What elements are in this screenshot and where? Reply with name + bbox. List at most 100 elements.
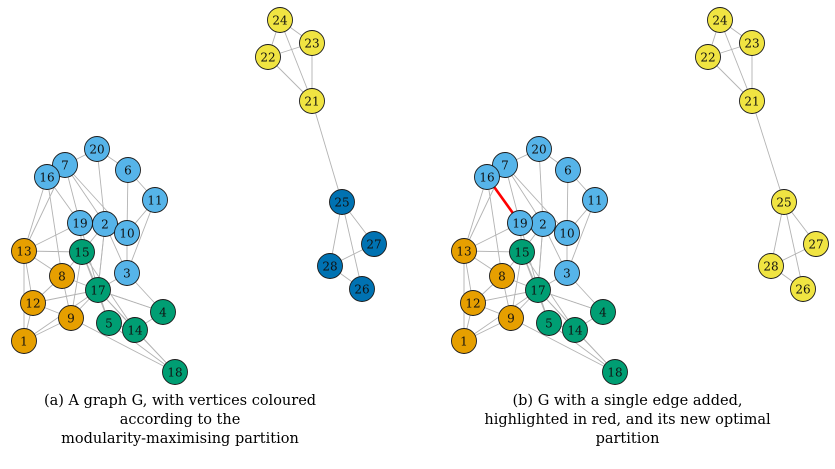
vertex-16-circle — [474, 164, 500, 190]
vertex-27-circle — [361, 231, 387, 257]
vertex-11-circle — [142, 187, 168, 213]
vertex-10-label: 10 — [119, 226, 134, 240]
vertex-20-circle — [526, 136, 552, 162]
vertex-5-label: 5 — [545, 316, 553, 330]
nodes-b: 1234567891011121314151617181920212223242… — [451, 7, 829, 385]
vertex-26: 26 — [790, 276, 816, 302]
vertex-6-label: 6 — [124, 163, 132, 177]
vertex-6-label: 6 — [564, 163, 572, 177]
vertex-12-label: 12 — [25, 296, 40, 310]
vertex-24: 24 — [267, 7, 293, 33]
vertex-9-circle — [498, 305, 524, 331]
vertex-12: 12 — [20, 290, 46, 316]
caption-b-line-3: partition — [595, 431, 660, 447]
vertex-20-label: 20 — [89, 142, 104, 156]
vertex-19-circle — [67, 210, 93, 236]
vertex-1: 1 — [11, 328, 37, 354]
caption-a-line-3: modularity-maximising partition — [61, 431, 299, 447]
nodes-a: 1234567891011121314151617181920212223242… — [11, 7, 387, 385]
vertex-11: 11 — [582, 187, 608, 213]
edge-21-24 — [719, 19, 753, 102]
vertex-15-circle — [509, 239, 535, 265]
vertex-25-circle — [329, 189, 355, 215]
vertex-23: 23 — [299, 30, 325, 56]
vertex-19-circle — [507, 210, 533, 236]
vertex-9-label: 9 — [67, 311, 75, 325]
vertex-3-label: 3 — [563, 266, 571, 280]
vertex-1-label: 1 — [20, 334, 28, 348]
edge-9-18 — [510, 317, 616, 373]
vertex-28-label: 28 — [322, 259, 337, 273]
edge-25-26 — [783, 201, 804, 290]
vertex-26-label: 26 — [795, 282, 810, 296]
vertex-21-circle — [739, 88, 765, 114]
edge-5-18 — [548, 322, 616, 373]
edge-3-11 — [566, 199, 596, 274]
vertex-3-circle — [114, 260, 140, 286]
vertex-27: 27 — [803, 231, 829, 257]
vertex-18-label: 18 — [167, 365, 182, 379]
vertex-19-label: 19 — [512, 216, 527, 230]
vertex-7-circle — [52, 152, 78, 178]
vertex-5-circle — [536, 310, 562, 336]
vertex-7-label: 7 — [501, 158, 509, 172]
vertex-22: 22 — [255, 44, 281, 70]
vertex-14: 14 — [562, 317, 588, 343]
vertex-19: 19 — [67, 210, 93, 236]
vertex-17-label: 17 — [530, 283, 545, 297]
vertex-26: 26 — [349, 276, 375, 302]
vertex-23: 23 — [739, 30, 765, 56]
vertex-13-label: 13 — [456, 244, 471, 258]
vertex-18: 18 — [162, 359, 188, 385]
vertex-24: 24 — [707, 7, 733, 33]
vertex-10-circle — [114, 220, 140, 246]
vertex-21-label: 21 — [744, 94, 759, 108]
edge-8-16 — [486, 176, 503, 277]
vertex-16-label: 16 — [39, 170, 54, 184]
vertex-13-label: 13 — [16, 244, 31, 258]
vertex-2-label: 2 — [539, 217, 547, 231]
vertex-23-label: 23 — [304, 36, 319, 50]
vertex-14-label: 14 — [127, 323, 143, 337]
vertex-26-circle — [790, 276, 816, 302]
vertex-25-label: 25 — [776, 195, 791, 209]
vertex-3-circle — [554, 260, 580, 286]
vertex-25-label: 25 — [334, 195, 349, 209]
vertex-7: 7 — [52, 152, 78, 178]
vertex-23-circle — [739, 30, 765, 56]
edge-8-16 — [46, 176, 63, 277]
vertex-12-circle — [460, 290, 486, 316]
edge-7-10 — [504, 164, 568, 234]
vertex-1-circle — [451, 328, 477, 354]
vertex-7: 7 — [492, 152, 518, 178]
vertex-14-label: 14 — [567, 323, 583, 337]
vertex-12-circle — [20, 290, 46, 316]
vertex-8: 8 — [489, 263, 515, 289]
vertex-17-circle — [525, 277, 551, 303]
vertex-28: 28 — [317, 253, 343, 279]
vertex-5: 5 — [536, 310, 562, 336]
vertex-2: 2 — [92, 211, 118, 237]
vertex-25: 25 — [771, 189, 797, 215]
vertex-25-circle — [771, 189, 797, 215]
vertex-22-label: 22 — [260, 50, 275, 64]
vertex-3: 3 — [554, 260, 580, 286]
vertex-22-circle — [695, 44, 721, 70]
vertex-23-circle — [299, 30, 325, 56]
vertex-17: 17 — [525, 277, 551, 303]
edge-5-18 — [108, 322, 176, 373]
vertex-14-circle — [122, 317, 148, 343]
vertex-14-circle — [562, 317, 588, 343]
vertex-28: 28 — [758, 253, 784, 279]
vertex-1: 1 — [451, 328, 477, 354]
vertex-1-label: 1 — [460, 334, 468, 348]
caption-b-line-1: (b) G with a single edge added, — [512, 393, 743, 409]
vertex-26-circle — [349, 276, 375, 302]
vertex-28-circle — [317, 253, 343, 279]
vertex-11-label: 11 — [587, 193, 602, 207]
vertex-19-label: 19 — [72, 216, 87, 230]
vertex-16-label: 16 — [479, 170, 494, 184]
vertex-15-circle — [69, 239, 95, 265]
vertex-27-circle — [803, 231, 829, 257]
vertex-12-label: 12 — [465, 296, 480, 310]
